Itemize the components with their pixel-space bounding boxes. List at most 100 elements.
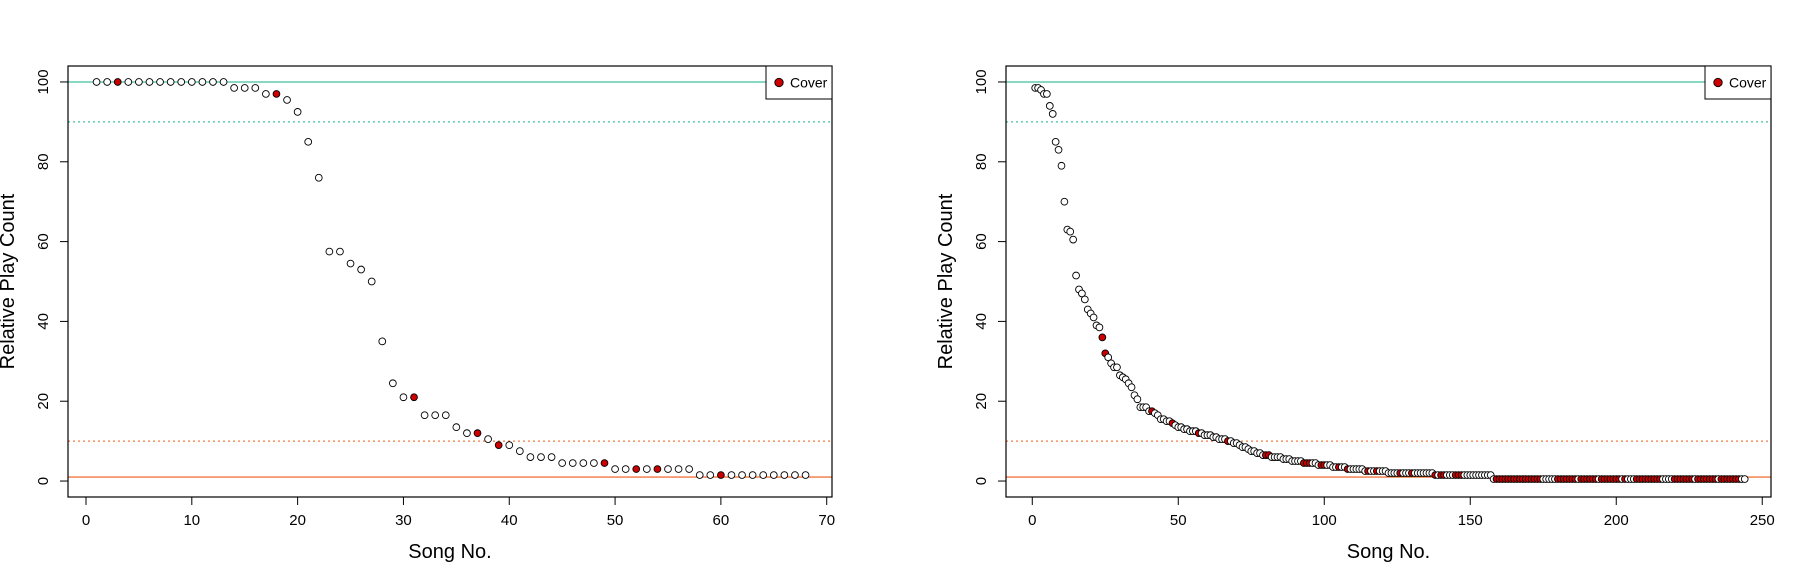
data-point-cover <box>410 393 418 402</box>
data-point <box>135 78 143 86</box>
data-point <box>685 465 693 473</box>
data-point <box>1089 313 1098 322</box>
data-point <box>441 411 450 420</box>
data-point <box>537 453 545 461</box>
data-point <box>1045 102 1054 110</box>
x-tick-label: 10 <box>183 512 200 529</box>
data-point <box>621 465 630 473</box>
data-point <box>219 78 228 86</box>
x-tick-label: 20 <box>289 512 306 529</box>
data-point <box>336 247 344 256</box>
data-point-cover <box>632 465 641 473</box>
plot-frame <box>67 65 833 498</box>
data-point <box>1072 271 1080 280</box>
y-tick-label: 60 <box>35 233 52 250</box>
data-point <box>579 459 588 467</box>
data-point <box>1127 383 1136 392</box>
x-tick-label: 50 <box>607 512 624 529</box>
data-point <box>357 265 365 274</box>
data-point <box>325 247 334 256</box>
x-axis-title: Song No. <box>408 541 491 563</box>
x-axis-title: Song No. <box>1347 541 1430 563</box>
data-point-cover <box>473 429 482 437</box>
data-point <box>187 78 196 86</box>
data-point <box>748 471 757 479</box>
x-tick-label: 0 <box>82 512 90 529</box>
x-tick-label: 150 <box>1458 512 1483 529</box>
data-point <box>103 78 112 86</box>
data-point <box>166 78 175 86</box>
data-point <box>791 471 799 479</box>
legend: Cover <box>765 65 833 100</box>
data-point <box>145 78 154 86</box>
data-point <box>1104 353 1113 362</box>
data-point <box>526 453 535 461</box>
data-point <box>547 453 556 461</box>
legend: Cover <box>1704 65 1772 100</box>
x-tick-label: 100 <box>1312 512 1337 529</box>
data-point <box>452 423 461 432</box>
data-point <box>156 78 164 86</box>
data-point <box>1060 197 1069 206</box>
data-point <box>664 465 672 473</box>
data-point <box>1066 227 1075 236</box>
data-point-cover <box>653 465 662 473</box>
data-point <box>1048 110 1057 118</box>
data-point-cover <box>272 90 281 98</box>
data-point <box>389 379 397 388</box>
data-point <box>420 411 429 420</box>
data-point-cover <box>600 459 609 467</box>
data-point <box>558 459 567 467</box>
data-point <box>590 459 598 467</box>
x-tick-label: 200 <box>1604 512 1629 529</box>
data-point <box>177 78 186 86</box>
data-point <box>1069 235 1078 244</box>
y-tick-label: 0 <box>973 477 990 485</box>
data-point-cover <box>717 471 725 479</box>
data-point <box>738 471 746 479</box>
plot-right: 0 50 100 150 200 250 0 20 40 60 80 100 Song No. Relat… <box>935 65 1775 563</box>
legend-cover-label: Cover <box>790 75 828 91</box>
x-tick-label: 30 <box>395 512 412 529</box>
data-point <box>399 393 408 402</box>
data-point <box>198 78 207 86</box>
y-tick-label: 80 <box>35 153 52 170</box>
data-point <box>262 90 270 98</box>
x-tick-label: 0 <box>1028 512 1036 529</box>
y-tick-label: 100 <box>35 69 52 94</box>
x-tick-label: 50 <box>1170 512 1187 529</box>
data-point <box>1054 145 1063 154</box>
data-point <box>484 435 492 443</box>
data-point <box>769 471 778 479</box>
data-point <box>1078 289 1086 298</box>
data-point <box>367 277 376 286</box>
data-point <box>780 471 789 479</box>
y-axis-title: Relative Play Count <box>935 193 957 369</box>
data-point <box>92 78 101 86</box>
y-tick-label: 80 <box>973 153 990 170</box>
data-point <box>240 84 249 92</box>
data-point <box>378 337 387 346</box>
data-point <box>1043 90 1051 98</box>
data-point <box>209 78 217 86</box>
data-point-cover <box>494 441 503 449</box>
data-point <box>1080 295 1089 304</box>
data-point <box>727 471 736 479</box>
data-point <box>230 84 238 92</box>
data-point <box>251 84 260 92</box>
y-tick-label: 100 <box>973 69 990 94</box>
plot-frame <box>1005 65 1772 498</box>
x-tick-label: 60 <box>713 512 730 529</box>
y-tick-label: 40 <box>973 313 990 330</box>
y-tick-label: 60 <box>973 233 990 250</box>
data-point <box>304 137 313 146</box>
x-tick-label: 250 <box>1750 512 1775 529</box>
y-axis-title: Relative Play Count <box>0 193 19 369</box>
y-tick-label: 0 <box>35 477 52 485</box>
data-point <box>463 429 471 437</box>
legend-cover-label: Cover <box>1729 75 1767 91</box>
data-point <box>801 471 810 479</box>
data-point <box>1095 323 1104 332</box>
y-tick-label: 20 <box>35 393 52 410</box>
